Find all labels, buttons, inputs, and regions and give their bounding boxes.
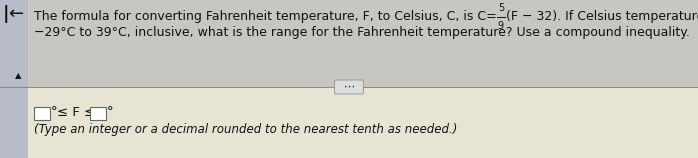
Text: 5: 5 xyxy=(498,3,504,13)
Text: (Type an integer or a decimal rounded to the nearest tenth as needed.): (Type an integer or a decimal rounded to… xyxy=(34,123,457,136)
Text: The formula for converting Fahrenheit temperature, F, to Celsius, C, is C=: The formula for converting Fahrenheit te… xyxy=(0,157,1,158)
Text: |: | xyxy=(3,5,10,23)
FancyBboxPatch shape xyxy=(334,80,364,94)
Text: The formula for converting Fahrenheit temperature, F, to Celsius, C, is C=: The formula for converting Fahrenheit te… xyxy=(34,10,497,23)
Text: ▲: ▲ xyxy=(15,72,21,80)
FancyBboxPatch shape xyxy=(34,106,50,119)
Bar xyxy=(0,0,28,158)
FancyBboxPatch shape xyxy=(90,106,106,119)
Text: 5: 5 xyxy=(0,157,1,158)
Text: ←: ← xyxy=(8,5,23,23)
Text: 9: 9 xyxy=(498,21,504,31)
Bar xyxy=(0,87,698,158)
Text: ≤ F ≤: ≤ F ≤ xyxy=(57,106,95,118)
Text: °: ° xyxy=(107,106,114,118)
Text: ⋯: ⋯ xyxy=(343,82,355,92)
Text: °: ° xyxy=(51,106,58,118)
Text: (F − 32). If Celsius temperature ranges from: (F − 32). If Celsius temperature ranges … xyxy=(506,10,698,23)
Bar xyxy=(0,0,698,87)
Text: −29°C to 39°C, inclusive, what is the range for the Fahrenheit temperature? Use : −29°C to 39°C, inclusive, what is the ra… xyxy=(34,26,690,39)
